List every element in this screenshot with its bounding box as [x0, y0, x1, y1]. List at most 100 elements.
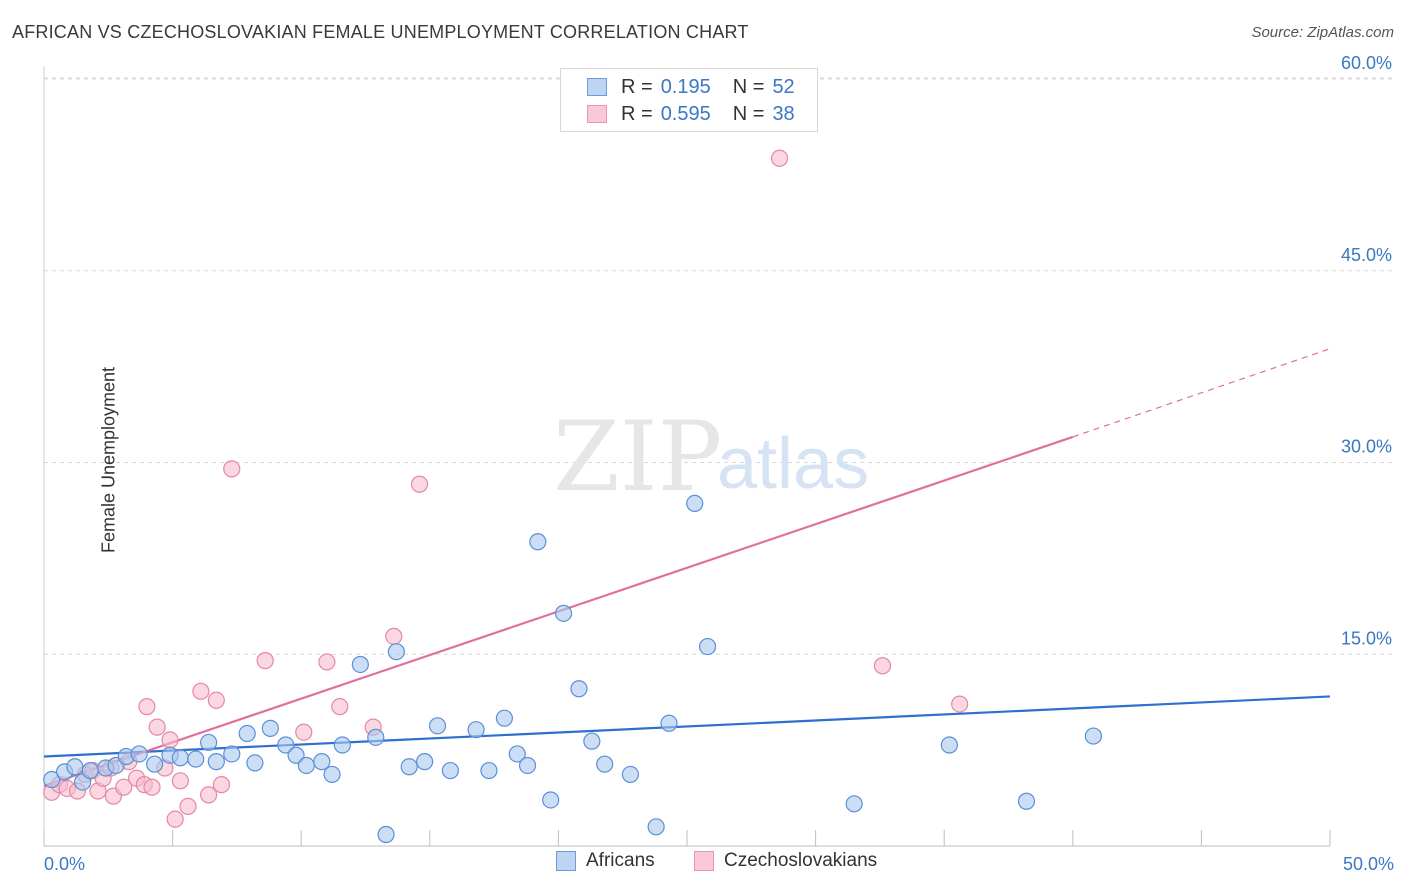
- czech-point-26: [223, 460, 241, 478]
- africans-point-22: [313, 753, 331, 771]
- africans-point-44: [621, 765, 640, 784]
- watermark-atlas: atlas: [717, 424, 869, 504]
- africans-point-33: [467, 721, 485, 739]
- africans-r-value: 0.195: [660, 75, 711, 98]
- africans-legend-swatch: [556, 851, 576, 871]
- africans-point-16: [238, 724, 256, 743]
- africans-point-0: [43, 770, 61, 789]
- africans-point-50: [940, 736, 958, 754]
- africans-point-23: [323, 765, 341, 784]
- africans-point-11: [171, 749, 189, 767]
- axes: [43, 66, 1331, 847]
- africans-point-39: [542, 791, 560, 809]
- czech-point-16: [148, 718, 166, 736]
- africans-point-30: [416, 753, 434, 771]
- africans-point-38: [529, 533, 547, 551]
- africans-point-32: [441, 761, 459, 780]
- czech-point-25: [212, 776, 231, 794]
- grid-lines: [44, 77, 1392, 655]
- africans-point-19: [277, 736, 295, 754]
- czech-legend-label: Czechoslovakians: [724, 850, 878, 871]
- stats-legend: R = 0.195 N = 52 R = 0.595 N = 38: [560, 68, 818, 132]
- legend-row-africans: R = 0.195 N = 52: [587, 75, 795, 99]
- legend-row-czech: R = 0.595 N = 38: [587, 102, 795, 126]
- africans-point-49: [845, 795, 863, 813]
- africans-point-9: [145, 755, 164, 773]
- africans-point-45: [647, 818, 665, 836]
- africans-n-value: 52: [772, 75, 795, 98]
- africans-point-27: [377, 825, 395, 844]
- africans-point-29: [400, 758, 418, 776]
- africans-point-14: [207, 753, 225, 771]
- czech-n-label: N =: [732, 102, 765, 125]
- tick-labels: 15.0% 30.0% 45.0% 60.0% 0.0% 50.0%: [44, 53, 1394, 874]
- y-axis-label: Female Unemployment: [98, 366, 119, 554]
- africans-n-label: N =: [732, 75, 765, 98]
- legend-item-africans: Africans: [556, 850, 655, 872]
- series-legend: Africans Czechoslovakians: [0, 850, 1406, 876]
- africans-point-31: [428, 717, 447, 735]
- czech-point-22: [192, 682, 210, 700]
- africans-point-46: [660, 714, 678, 732]
- czech-point-24: [207, 691, 225, 709]
- czech-point-19: [166, 810, 184, 828]
- africans-point-24: [333, 736, 351, 754]
- africans-r-label: R =: [621, 75, 653, 98]
- africans-legend-label: Africans: [586, 850, 655, 871]
- africans-point-43: [596, 755, 614, 773]
- africans-point-8: [130, 745, 148, 763]
- africans-point-2: [66, 758, 84, 776]
- africans-point-17: [246, 754, 264, 772]
- czech-r-label: R =: [621, 102, 653, 125]
- africans-point-48: [698, 637, 717, 656]
- africans-point-28: [387, 643, 405, 661]
- africans-point-51: [1017, 792, 1036, 810]
- africans-point-18: [261, 719, 279, 737]
- y-tick-label-1: 30.0%: [1341, 437, 1392, 457]
- africans-points: [43, 494, 1102, 844]
- x-tick-label-min: 0.0%: [44, 854, 85, 874]
- x-tick-label-max: 50.0%: [1343, 854, 1394, 874]
- africans-point-37: [518, 756, 537, 775]
- czech-point-20: [171, 772, 189, 790]
- africans-point-15: [223, 745, 241, 763]
- africans-point-21: [297, 756, 315, 775]
- czech-swatch: [587, 105, 607, 123]
- czech-point-28: [295, 723, 313, 741]
- africans-trend-line: [43, 695, 1331, 758]
- czech-point-34: [770, 149, 789, 167]
- czech-point-27: [256, 652, 274, 670]
- africans-point-47: [686, 494, 704, 513]
- czech-point-14: [138, 698, 156, 716]
- czech-point-23: [200, 786, 218, 804]
- chart-source: Source: ZipAtlas.com: [1251, 24, 1394, 41]
- africans-point-36: [508, 745, 526, 763]
- y-tick-label-0: 15.0%: [1341, 628, 1392, 648]
- africans-point-25: [351, 655, 369, 674]
- czech-point-21: [179, 797, 197, 815]
- africans-point-26: [367, 728, 385, 746]
- africans-point-40: [554, 604, 573, 622]
- czech-n-value: 38: [772, 102, 795, 125]
- czech-point-18: [161, 731, 179, 749]
- czech-point-32: [385, 627, 403, 645]
- africans-point-52: [1084, 727, 1102, 745]
- watermark-zip: ZIP: [553, 401, 722, 513]
- africans-point-20: [287, 746, 305, 764]
- y-tick-label-3: 60.0%: [1341, 53, 1392, 73]
- africans-point-41: [570, 680, 588, 698]
- africans-point-35: [495, 709, 513, 727]
- czech-point-30: [331, 698, 349, 716]
- africans-swatch: [587, 78, 607, 96]
- africans-point-12: [187, 750, 205, 768]
- czech-point-10: [115, 778, 133, 796]
- africans-point-13: [200, 733, 218, 752]
- africans-point-42: [583, 732, 601, 750]
- czech-point-29: [318, 653, 336, 671]
- czech-trend-extension: [1072, 348, 1331, 438]
- czech-point-36: [951, 695, 969, 713]
- africans-point-4: [81, 761, 99, 780]
- czech-point-35: [873, 657, 892, 675]
- africans-point-34: [480, 761, 498, 780]
